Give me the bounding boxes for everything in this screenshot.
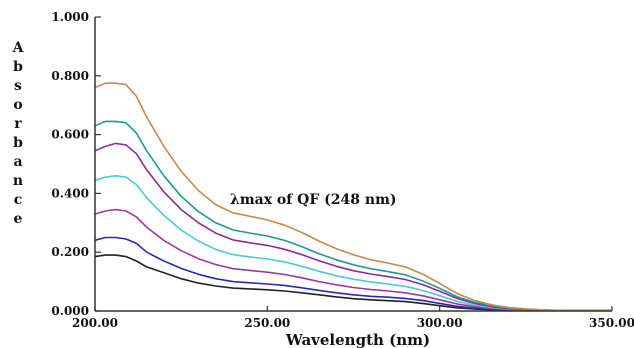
series-line-5 — [94, 142, 612, 312]
axes-layer — [94, 16, 613, 312]
x-tick-label: 350.00 — [589, 316, 634, 330]
x-tick-labels: 200.00 250.00 300.00 350.00 — [72, 316, 634, 330]
x-tick-label: 200.00 — [72, 316, 118, 330]
series-line-6 — [94, 120, 612, 312]
y-axis-title-letter: a — [13, 154, 22, 170]
y-tick-label: 0.000 — [51, 304, 89, 318]
y-axis-title-letter: r — [14, 116, 22, 132]
y-axis-title-letter: n — [13, 173, 23, 189]
y-tick-labels: 0.000 0.200 0.400 0.600 0.800 1.000 — [51, 10, 89, 318]
y-axis-title-letter: s — [14, 78, 22, 94]
series-layer — [94, 82, 612, 312]
x-tick-label: 300.00 — [417, 316, 463, 330]
x-axis-title: Wavelength (nm) — [285, 331, 430, 348]
y-axis-title-letter: b — [13, 135, 23, 151]
y-tick-label: 0.200 — [51, 245, 89, 259]
x-tick-label: 250.00 — [244, 316, 290, 330]
y-axis-title-letter: o — [13, 97, 22, 113]
series-line-1 — [94, 254, 612, 312]
series-line-7 — [94, 82, 612, 312]
y-tick-label: 1.000 — [51, 10, 89, 24]
y-tick-label: 0.400 — [51, 186, 89, 200]
annotation-lambda-max: λmax of QF (248 nm) — [230, 192, 397, 208]
y-axis-title-letter: e — [14, 211, 23, 227]
y-axis-title-letter: A — [12, 40, 25, 56]
y-tick-label: 0.800 — [51, 69, 89, 83]
y-tick-label: 0.600 — [51, 128, 89, 142]
series-line-2 — [94, 236, 612, 312]
y-axis-title-letter: b — [13, 59, 23, 75]
y-axis-title-letter: c — [14, 192, 23, 208]
